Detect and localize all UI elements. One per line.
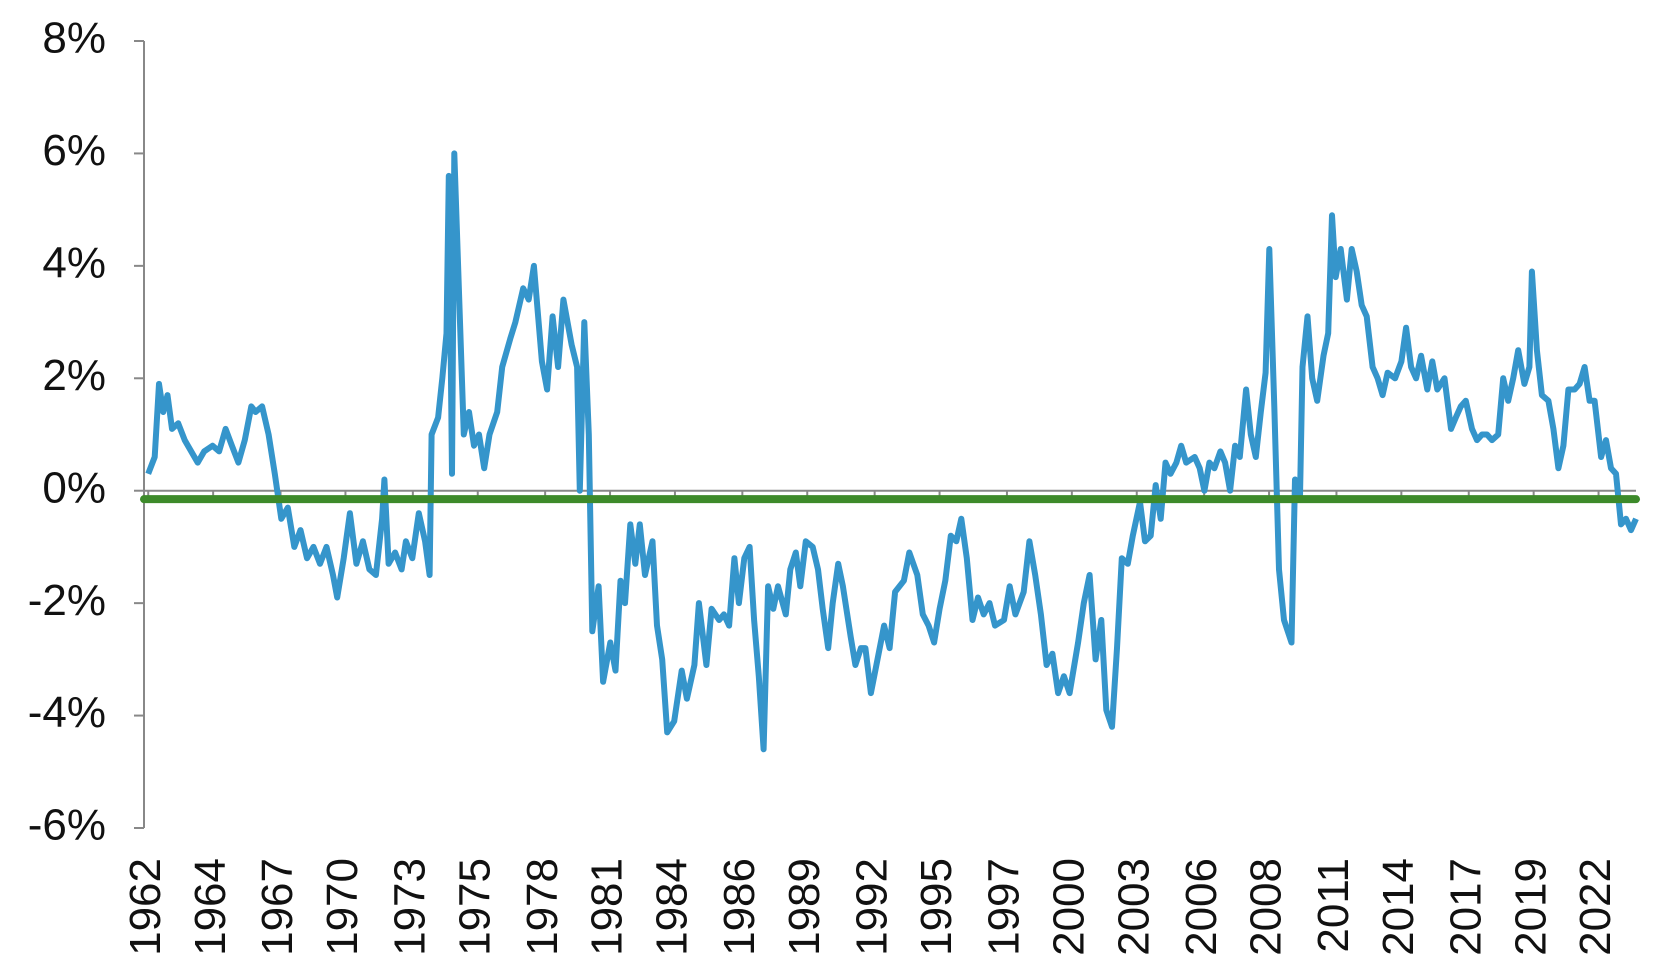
x-tick-label: 1970	[318, 858, 367, 956]
x-tick-label: 1981	[583, 858, 632, 956]
x-tick-label: 2019	[1506, 858, 1555, 956]
data-line	[145, 150, 1639, 753]
x-tick-label: 1995	[912, 858, 961, 956]
x-tick-label: 1967	[253, 858, 302, 956]
x-tick-label: 1964	[186, 858, 235, 956]
x-tick-label: 2000	[1044, 858, 1093, 956]
y-tick-label: 8%	[42, 14, 106, 63]
x-tick-label: 2006	[1177, 858, 1226, 956]
x-tick-label: 1997	[980, 858, 1029, 956]
y-tick-label: -4%	[28, 688, 106, 737]
x-tick-label: 1973	[385, 858, 434, 956]
y-tick-label: -2%	[28, 576, 106, 625]
x-tick-label: 1962	[121, 858, 170, 956]
x-tick-label: 1984	[648, 858, 697, 956]
y-tick-label: 2%	[42, 351, 106, 400]
x-tick-label: 2008	[1242, 858, 1291, 956]
x-tick-label: 2003	[1109, 858, 1158, 956]
x-tick-label: 2022	[1571, 858, 1620, 956]
x-tick-label: 2011	[1309, 858, 1358, 953]
x-tick-label: 2014	[1374, 858, 1423, 956]
y-tick-label: 6%	[42, 126, 106, 175]
x-tick-label: 1986	[715, 858, 764, 956]
y-tick-label: 0%	[42, 463, 106, 512]
x-tick-label: 2017	[1441, 858, 1490, 956]
y-tick-label: -6%	[28, 801, 106, 850]
x-tick-label: 1978	[518, 858, 567, 956]
y-tick-label: 4%	[42, 238, 106, 287]
x-tick-label: 1975	[450, 858, 499, 956]
x-tick-label: 1992	[847, 858, 896, 956]
x-tick-label: 1989	[780, 858, 829, 956]
